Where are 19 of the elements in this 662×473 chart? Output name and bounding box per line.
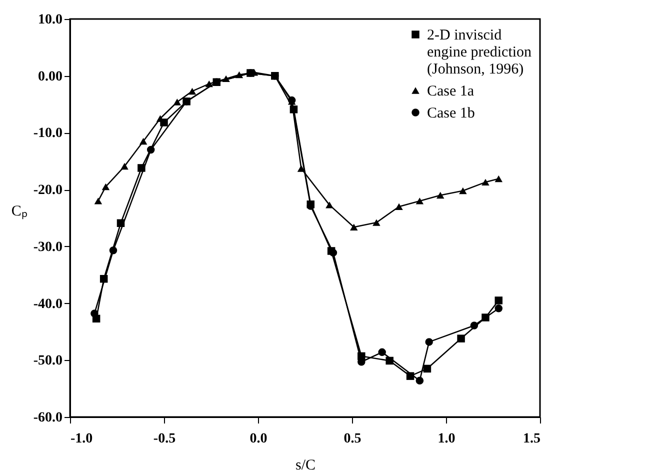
x-tick-label: -0.5: [153, 432, 176, 446]
legend-label: 2-D inviscid engine prediction (Johnson, 1996): [427, 28, 532, 78]
y-tick-label: 0.00: [38, 69, 62, 84]
y-tick-label: -20.0: [33, 183, 62, 198]
x-axis-title: s/C: [295, 458, 316, 473]
y-axis-title: Cₚ: [11, 204, 28, 220]
legend-label: Case 1a: [427, 84, 474, 100]
y-tick-label: -50.0: [33, 354, 62, 369]
x-tick-label: 0.5: [344, 432, 362, 446]
y-tick-label: -60.0: [33, 410, 62, 426]
y-tick-label: 10.0: [38, 12, 62, 28]
y-tick-label: -10.0: [33, 126, 62, 142]
y-tick-label: -40.0: [33, 296, 62, 312]
x-tick-label: 1.0: [438, 432, 456, 446]
x-tick-label: 0.0: [250, 432, 268, 446]
y-tick-label: -30.0: [33, 240, 62, 255]
legend-label: Case 1b: [427, 106, 475, 122]
x-tick-label: 1.5: [523, 432, 540, 446]
x-tick-label: -1.0: [70, 432, 93, 446]
